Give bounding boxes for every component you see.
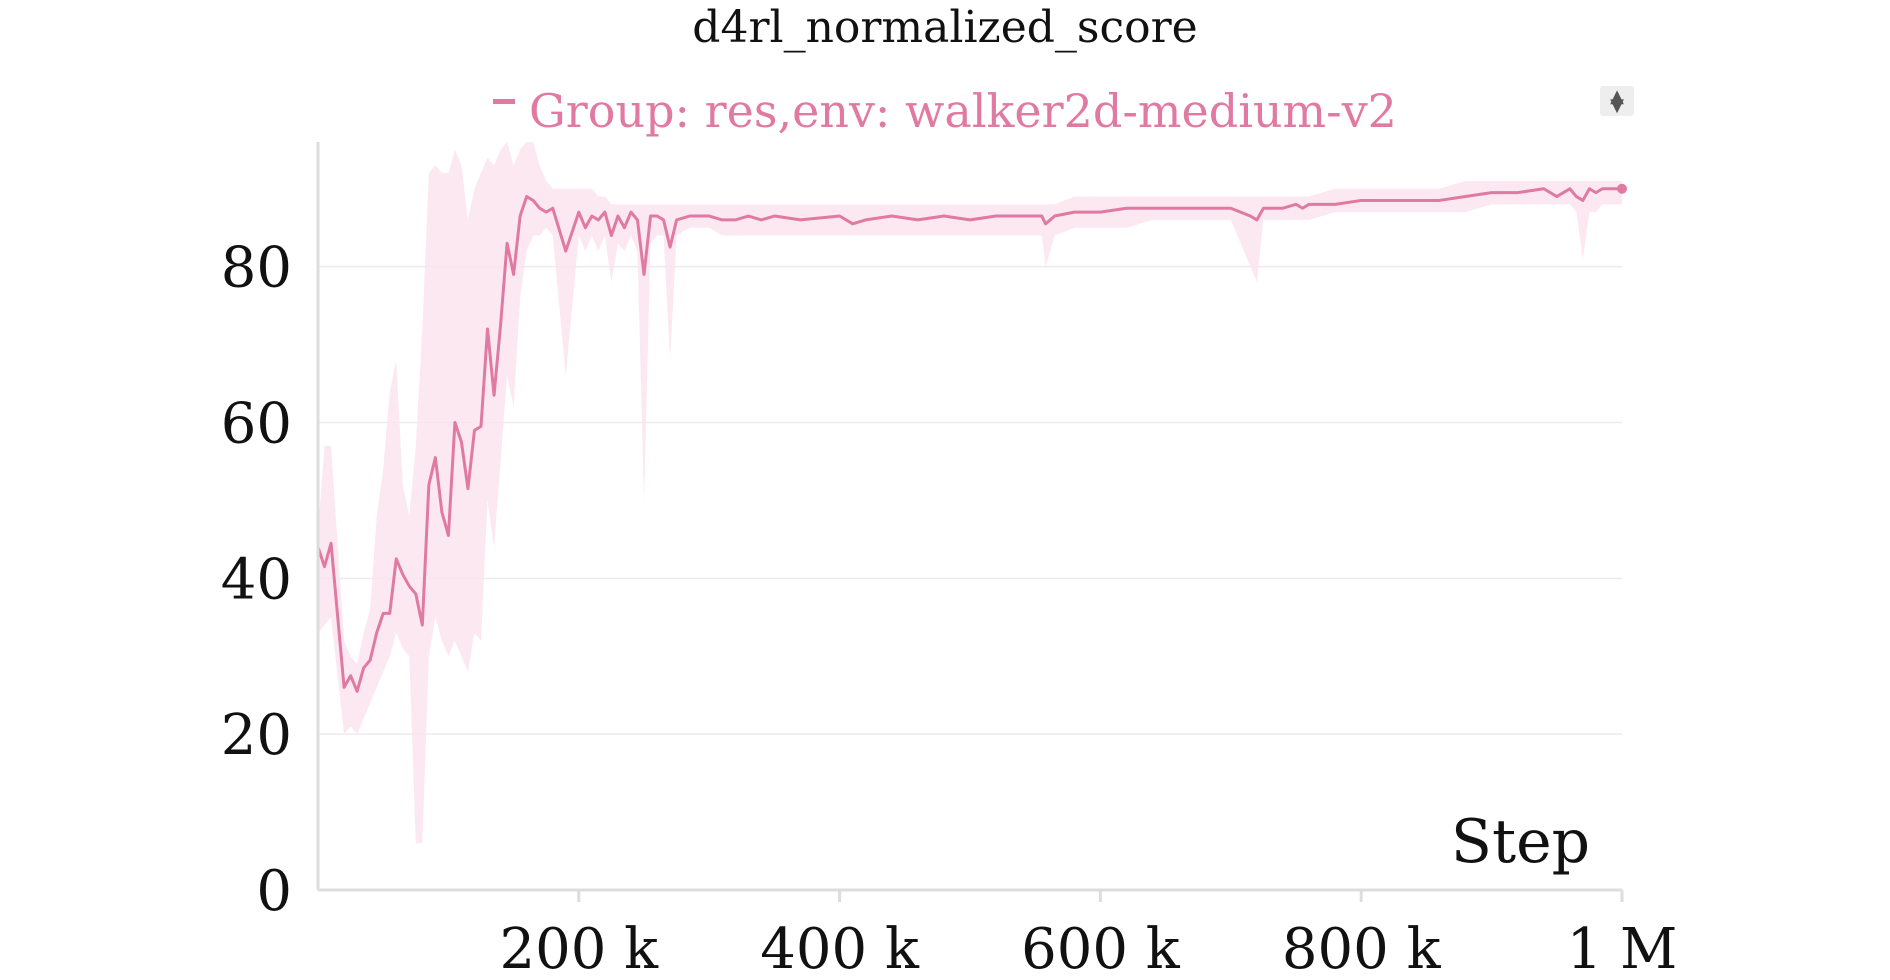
legend-label: Group: res,env: walker2d-medium-v2 — [529, 84, 1397, 138]
legend-scroll-icon[interactable]: ▲ ▼ — [1600, 86, 1634, 116]
grid-lines — [318, 265, 1622, 735]
y-tick-label: 20 — [221, 703, 292, 768]
y-tick-label: 0 — [256, 859, 292, 924]
series-line — [316, 183, 1627, 693]
x-axis-label: Step — [1451, 807, 1590, 877]
x-tick-label: 1 M — [1567, 917, 1678, 980]
confidence-band — [318, 142, 1622, 844]
y-tick-label: 80 — [221, 236, 292, 301]
band-area — [318, 142, 1622, 844]
series-end-point — [1617, 183, 1627, 194]
series-line-path — [316, 187, 1622, 693]
legend[interactable]: Group: res,env: walker2d-medium-v2 — [0, 84, 1890, 138]
axes — [316, 142, 1622, 892]
x-axis-ticks: 200 k 400 k 600 k 800 k 1 M — [499, 890, 1677, 980]
y-tick-label: 60 — [221, 392, 292, 457]
x-tick-label: 800 k — [1282, 917, 1442, 980]
x-tick-label: 400 k — [760, 917, 920, 980]
y-tick-label: 40 — [221, 547, 292, 612]
x-tick-label: 200 k — [499, 917, 659, 980]
legend-swatch — [493, 98, 516, 104]
chart-title: d4rl_normalized_score — [692, 2, 1198, 53]
x-tick-label: 600 k — [1021, 917, 1181, 980]
y-axis-ticks: 0 20 40 60 80 — [221, 236, 292, 924]
